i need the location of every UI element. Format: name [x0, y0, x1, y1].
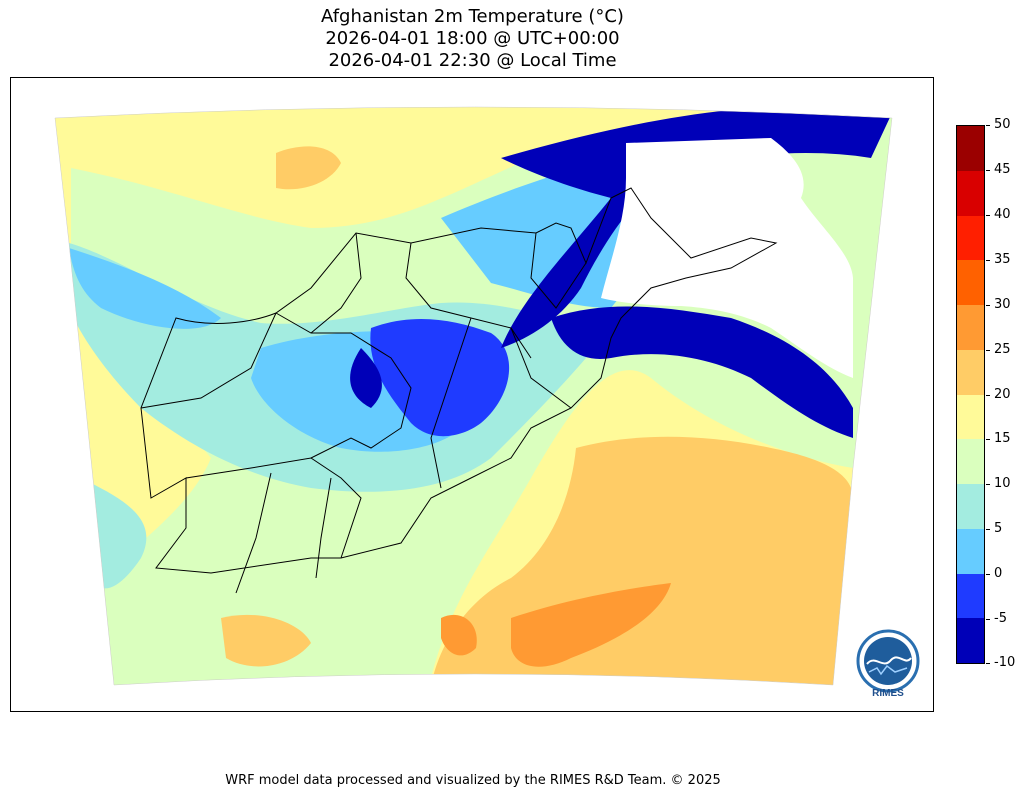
province-line-1	[275, 312, 412, 459]
model-domain-outline	[54, 106, 893, 686]
province-line-3	[185, 457, 362, 559]
colorbar-tick-label: 15	[994, 431, 1011, 447]
zone-20-25-north	[276, 146, 341, 190]
colorbar-band-0-5	[957, 528, 984, 574]
province-line-6	[430, 317, 472, 489]
province-line-8	[140, 312, 277, 409]
colorbar-band-35-40	[957, 215, 984, 261]
colorbar-ticks: 50 45 40 35 30 25 20 15 10 5 0 -5 -10	[986, 117, 1026, 670]
zone-minus5-0	[370, 318, 510, 437]
zone-below-minus10-snow	[601, 138, 853, 378]
colorbar-tick-label: 45	[994, 161, 1011, 177]
zone-minus10-minus5-range	[551, 306, 853, 438]
colorbar-band-minus5-0	[957, 573, 984, 619]
colorbar-tick-label: 5	[994, 521, 1003, 537]
colorbar-tick-label: -5	[994, 611, 1007, 627]
colorbar-band-30-35	[957, 260, 984, 305]
colorbar-band-45-50	[957, 126, 984, 171]
map-title: Afghanistan 2m Temperature (°C) 2026-04-…	[10, 6, 935, 72]
zone-minus10-minus5-ridge	[501, 110, 892, 348]
title-line-3: 2026-04-01 22:30 @ Local Time	[328, 50, 617, 71]
province-line-5	[315, 477, 332, 579]
colorbar-band-10-15	[957, 439, 984, 484]
province-line-9	[310, 232, 362, 334]
zone-0-5	[69, 248, 221, 329]
colorbar-band-5-10	[957, 484, 984, 529]
colorbar-band-20-25	[957, 349, 984, 395]
colorbar-tick-label: 35	[994, 251, 1011, 267]
colorbar-tick-label: 40	[994, 206, 1011, 222]
rimes-logo-graphic: RIMES	[856, 629, 920, 699]
zone-20-25-southwest	[221, 614, 311, 667]
colorbar-tick-label: 20	[994, 386, 1011, 402]
colorbar-band-25-30	[957, 305, 984, 350]
rimes-logo: RIMES	[855, 628, 921, 700]
province-boundaries	[140, 187, 778, 594]
province-line-10	[530, 232, 587, 309]
credit-footer: WRF model data processed and visualized …	[225, 773, 721, 788]
colorbar-band-15-20	[957, 394, 984, 440]
title-line-2: 2026-04-01 18:00 @ UTC+00:00	[325, 28, 620, 49]
temperature-map	[54, 106, 893, 686]
temperature-field	[55, 107, 892, 685]
rimes-logo-text: RIMES	[872, 688, 904, 699]
colorbar-tick-label: 0	[994, 566, 1003, 582]
colorbar-band-40-45	[957, 170, 984, 216]
province-line-4	[235, 472, 272, 594]
province-line-2	[405, 242, 532, 359]
colorbar	[956, 125, 985, 664]
colorbar-tick-label: 30	[994, 296, 1011, 312]
zone-minus10-minus5-west	[350, 348, 382, 408]
colorbar-tick-label: 50	[994, 117, 1011, 132]
colorbar-tick-label: 25	[994, 341, 1011, 357]
province-line-7	[510, 327, 572, 409]
colorbar-tick-label: -10	[994, 655, 1016, 670]
colorbar-band-minus10-minus5	[957, 618, 984, 663]
zone-25-30	[511, 583, 671, 667]
title-line-1: Afghanistan 2m Temperature (°C)	[321, 6, 624, 27]
colorbar-tick-label: 10	[994, 476, 1011, 492]
zone-25-30-west	[441, 614, 477, 656]
map-panel	[10, 77, 934, 712]
